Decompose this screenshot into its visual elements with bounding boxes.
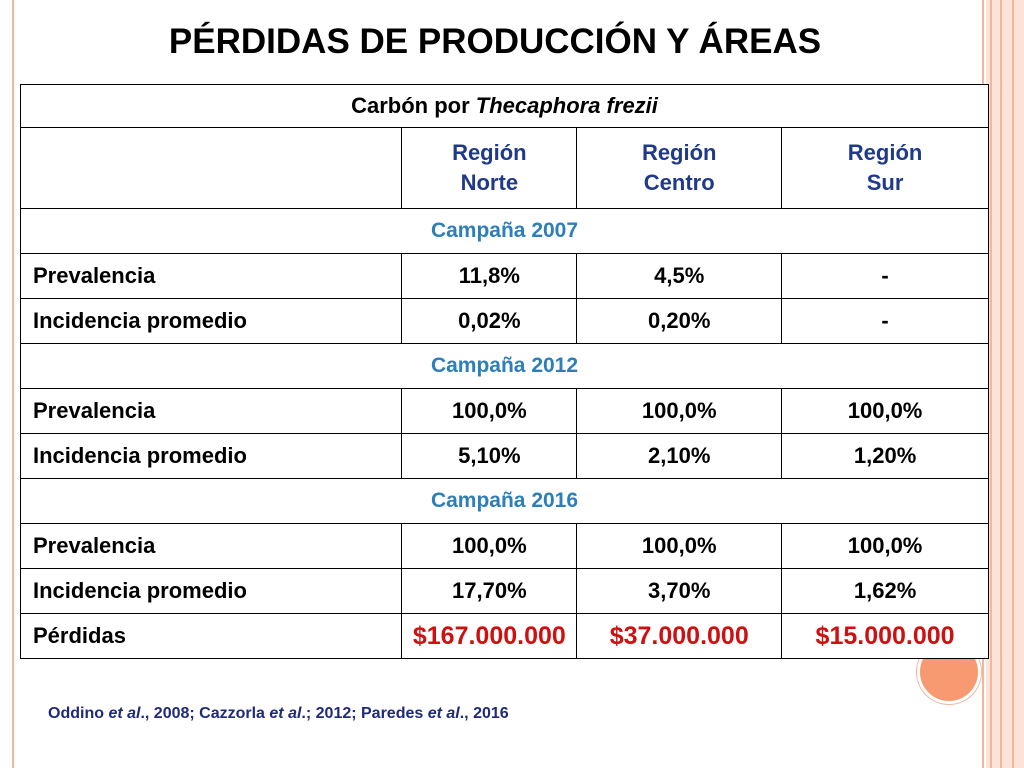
- campaign-row: Campaña 2016: [20, 478, 989, 524]
- table-row: Prevalencia 100,0% 100,0% 100,0%: [19, 388, 989, 434]
- losses-table: Carbón por Thecaphora frezii Región Norte…: [19, 84, 989, 659]
- table-row: Prevalencia 100,0% 100,0% 100,0%: [19, 523, 989, 569]
- loss-value-sur: $15.000.000: [781, 613, 989, 659]
- losses-row: Pérdidas $167.000.000 $37.000.000 $15.00…: [19, 613, 989, 659]
- cell-value: 1,62%: [781, 568, 989, 614]
- header-region-norte: Región Norte: [401, 127, 578, 209]
- table-row: Incidencia promedio 17,70% 3,70% 1,62%: [19, 568, 989, 614]
- slide-frame-right: [986, 0, 1024, 768]
- row-label: Incidencia promedio: [19, 433, 403, 479]
- citation-text: .; 2012; Paredes: [301, 705, 428, 722]
- table-row: Prevalencia 11,8% 4,5% -: [19, 253, 989, 299]
- cell-value: 0,02%: [401, 298, 578, 344]
- caption-species: Thecaphora frezii: [475, 93, 658, 118]
- table-caption-row: Carbón por Thecaphora frezii: [20, 84, 989, 128]
- cell-value: 100,0%: [781, 388, 989, 434]
- loss-value-centro: $37.000.000: [576, 613, 783, 659]
- slide-frame-left: [12, 0, 14, 768]
- cell-value: 11,8%: [401, 253, 578, 299]
- campaign-label: Campaña 2007: [20, 208, 989, 254]
- header-region-sur: Región Sur: [781, 127, 989, 209]
- cell-value: 17,70%: [401, 568, 578, 614]
- cell-value: 100,0%: [576, 388, 783, 434]
- campaign-row: Campaña 2012: [20, 343, 989, 389]
- slide-frame-line: [1012, 0, 1014, 768]
- cell-value: 100,0%: [401, 523, 578, 569]
- cell-value: 1,20%: [781, 433, 989, 479]
- header-region-centro: Región Centro: [576, 127, 783, 209]
- campaign-row: Campaña 2007: [20, 208, 989, 254]
- citation-text: ., 2008; Cazzorla: [140, 705, 270, 722]
- cell-value: 0,20%: [576, 298, 783, 344]
- cell-value: 100,0%: [401, 388, 578, 434]
- cell-value: 100,0%: [576, 523, 783, 569]
- cell-value: 5,10%: [401, 433, 578, 479]
- citation-etal: et al: [269, 705, 302, 722]
- slide-title: PÉRDIDAS DE PRODUCCIÓN Y ÁREAS: [168, 22, 822, 61]
- cell-value: 100,0%: [781, 523, 989, 569]
- row-label: Pérdidas: [19, 613, 403, 659]
- table-row: Incidencia promedio 0,02% 0,20% -: [19, 298, 989, 344]
- row-label: Incidencia promedio: [19, 568, 403, 614]
- citation-etal: et al: [427, 705, 460, 722]
- cell-value: 4,5%: [576, 253, 783, 299]
- loss-value-norte: $167.000.000: [401, 613, 578, 659]
- row-label: Prevalencia: [19, 253, 403, 299]
- row-label: Incidencia promedio: [19, 298, 403, 344]
- table-caption: Carbón por Thecaphora frezii: [20, 84, 989, 128]
- cell-value: 3,70%: [576, 568, 783, 614]
- campaign-label: Campaña 2016: [20, 478, 989, 524]
- slide-frame-line: [1000, 0, 1002, 768]
- caption-prefix: Carbón por: [351, 93, 476, 118]
- row-label: Prevalencia: [19, 388, 403, 434]
- table-row: Incidencia promedio 5,10% 2,10% 1,20%: [19, 433, 989, 479]
- region-header-row: Región Norte Región Centro Región Sur: [19, 127, 989, 209]
- row-label: Prevalencia: [19, 523, 403, 569]
- header-empty-cell: [19, 127, 403, 209]
- citation-text: Oddino: [48, 705, 109, 722]
- cell-value: 2,10%: [576, 433, 783, 479]
- citation-etal: et al: [108, 705, 141, 722]
- cell-value: -: [781, 253, 989, 299]
- campaign-label: Campaña 2012: [20, 343, 989, 389]
- citation: Oddino et al., 2008; Cazzorla et al.; 20…: [48, 705, 509, 723]
- cell-value: -: [781, 298, 989, 344]
- slide-frame-line: [990, 0, 992, 768]
- citation-text: ., 2016: [459, 705, 509, 722]
